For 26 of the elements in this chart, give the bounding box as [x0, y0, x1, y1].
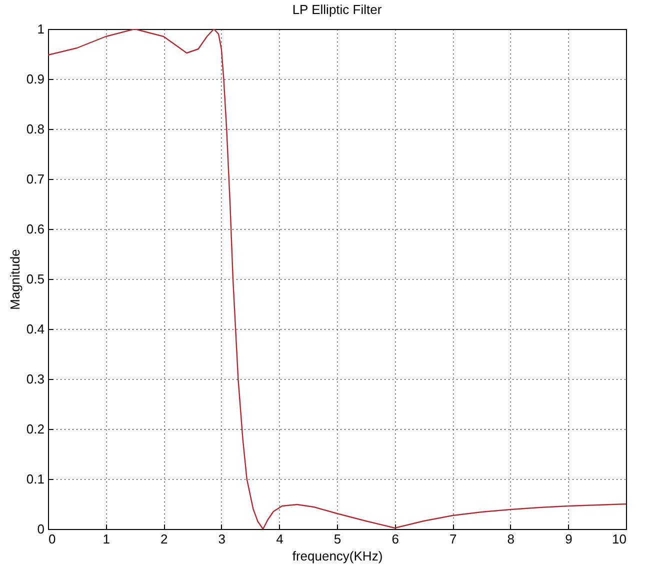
- x-axis-title: frequency(KHz): [292, 548, 383, 564]
- y-tick-label: 0.9: [26, 72, 44, 86]
- y-tick-label: 1: [37, 22, 44, 36]
- x-tick-label: 8: [507, 532, 515, 546]
- chart-title: LP Elliptic Filter: [292, 2, 382, 17]
- x-tick-label: 5: [334, 532, 342, 546]
- y-tick-label: 0.2: [26, 422, 44, 436]
- y-axis-title: Magnitude: [7, 249, 22, 310]
- x-tick-label: 10: [612, 532, 626, 546]
- x-tick-label: 9: [565, 532, 572, 546]
- y-tick-label: 0.7: [26, 172, 44, 186]
- y-tick-label: 0.6: [26, 222, 44, 236]
- x-tick-label: 7: [449, 532, 457, 546]
- y-tick-label: 0.4: [26, 322, 44, 336]
- x-tick-label: 4: [276, 532, 284, 546]
- y-tick-label: 0: [37, 522, 44, 536]
- line-series: [48, 29, 626, 529]
- x-tick-label: 1: [102, 532, 110, 546]
- x-tick-label: 0: [48, 532, 56, 546]
- y-tick-label: 0.8: [26, 122, 44, 136]
- x-tick-label: 2: [160, 532, 168, 546]
- y-tick-label: 0.3: [26, 372, 44, 386]
- x-tick-label: 3: [218, 532, 226, 546]
- x-tick-label: 6: [392, 532, 399, 546]
- y-tick-label: 0.1: [26, 472, 44, 486]
- y-tick-label: 0.5: [26, 272, 44, 286]
